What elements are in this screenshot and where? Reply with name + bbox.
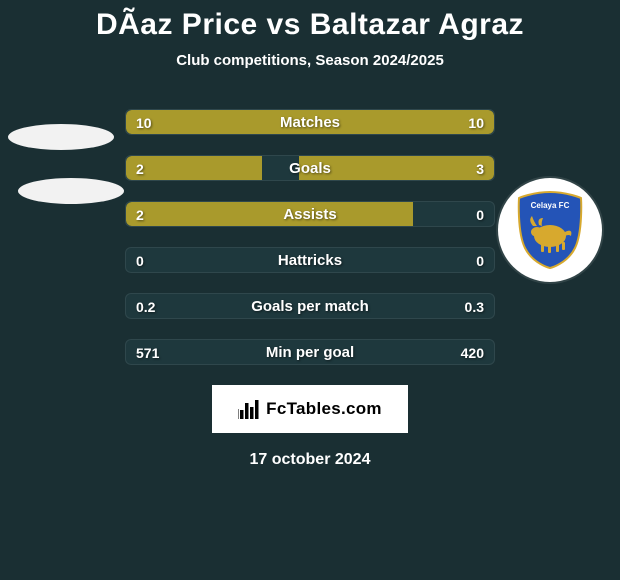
stat-value-left: 0	[136, 248, 144, 272]
shield-label: Celaya FC	[531, 201, 570, 210]
away-club-badge: Celaya FC	[498, 178, 602, 282]
stat-label: Min per goal	[126, 340, 494, 364]
stat-row: 20Assists	[125, 201, 495, 227]
stat-label: Goals per match	[126, 294, 494, 318]
branding-text: FcTables.com	[266, 399, 382, 419]
stat-label: Hattricks	[126, 248, 494, 272]
stat-value-right: 0	[476, 248, 484, 272]
shield-icon: Celaya FC	[515, 190, 585, 270]
stat-value-right: 0	[476, 202, 484, 226]
home-badge-placeholder-1	[8, 124, 114, 150]
stat-row: 23Goals	[125, 155, 495, 181]
branding-badge: FcTables.com	[212, 385, 408, 433]
stat-bar-left	[126, 110, 310, 134]
stat-bar-right	[299, 156, 494, 180]
stat-bar-left	[126, 156, 262, 180]
stats-container: 1010Matches23Goals20Assists00Hattricks0.…	[125, 109, 495, 365]
stat-row: 0.2 0.3Goals per match	[125, 293, 495, 319]
bar-chart-icon	[238, 399, 260, 419]
date-label: 17 october 2024	[0, 451, 620, 469]
stat-value-right: 420	[461, 340, 484, 364]
home-badge-placeholder-2	[18, 178, 124, 204]
subtitle: Club competitions, Season 2024/2025	[0, 52, 620, 69]
stat-value-right: 0.3	[465, 294, 484, 318]
stat-bar-right	[310, 110, 494, 134]
page-title: DÃ­az Price vs Baltazar Agraz	[0, 0, 620, 42]
stat-value-left: 571	[136, 340, 159, 364]
stat-bar-left	[126, 202, 413, 226]
stat-value-left: 0.2	[136, 294, 155, 318]
stat-row: 0 0Hattricks	[125, 247, 495, 273]
stat-row: 1010Matches	[125, 109, 495, 135]
stat-row: 571 420Min per goal	[125, 339, 495, 365]
